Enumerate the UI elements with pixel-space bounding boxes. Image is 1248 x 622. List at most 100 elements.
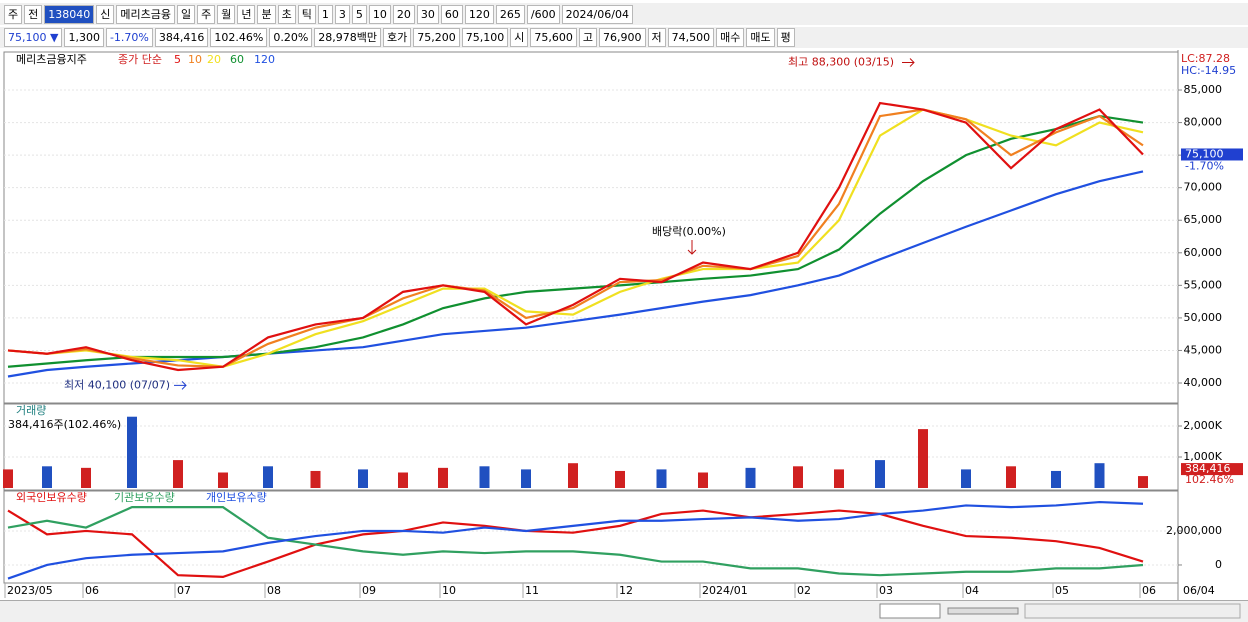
toolbar-item[interactable]: 초 xyxy=(277,4,296,24)
y-tick-label: 0 xyxy=(1215,558,1222,571)
chart: 40,000 45,000 50,000 55,000 60,000 65,000 70,0… xyxy=(0,50,1248,600)
change-label: -1.70% xyxy=(1185,159,1224,172)
toolbar-item[interactable]: 3 xyxy=(334,4,350,24)
y-tick-label: 1,000K xyxy=(1183,450,1222,463)
y-tick-label: 60,000 xyxy=(1184,246,1223,259)
price-label: 75,100 xyxy=(1185,147,1224,160)
y-tick-label: 45,000 xyxy=(1184,343,1223,356)
quote-item[interactable]: 평 xyxy=(776,28,795,47)
volume-bar xyxy=(918,429,928,488)
x-tick-label: 11 xyxy=(525,584,539,597)
quote-item[interactable]: 74,500 xyxy=(667,28,715,47)
legend-entry: 120 xyxy=(254,53,275,66)
x-tick-label: 02 xyxy=(797,584,811,597)
x-tick-label: 06 xyxy=(85,584,99,597)
toolbar-item[interactable]: 20 xyxy=(392,4,415,24)
volume-label: 384,416 xyxy=(1185,462,1231,475)
x-end-label: 06/04 xyxy=(1183,584,1215,597)
quote-item[interactable]: 75,600 xyxy=(530,28,577,47)
volume-bar xyxy=(42,466,52,488)
legend-entry: 기관보유수량 xyxy=(114,491,175,504)
x-tick-label: 05 xyxy=(1055,584,1069,597)
quote-item[interactable]: 고 xyxy=(578,28,598,47)
legend-entry: 20 xyxy=(207,53,221,66)
quote-item[interactable]: 매도 xyxy=(746,28,775,47)
toolbar-item[interactable]: 30 xyxy=(416,4,439,24)
x-tick-label: 2024/01 xyxy=(702,584,748,597)
toolbar-item[interactable]: /600 xyxy=(526,4,560,24)
quote-item[interactable]: 매수 xyxy=(716,28,745,47)
toolbar-item[interactable]: 메리츠금융 xyxy=(116,4,175,24)
quote-item[interactable]: 저 xyxy=(647,28,666,47)
series-line xyxy=(7,101,1144,372)
volume-bar xyxy=(1051,470,1061,488)
toolbar-item[interactable]: 분 xyxy=(257,4,276,24)
high-annotation: 최고 88,300 (03/15) xyxy=(788,56,894,69)
volume-bar xyxy=(1138,476,1148,488)
legend-entry: 개인보유수량 xyxy=(206,491,267,504)
toolbar-item[interactable]: 일 xyxy=(176,4,196,24)
volume-bar xyxy=(656,469,667,488)
quote-item[interactable]: -1.70% xyxy=(105,28,153,47)
side-label: HC:-14.95 xyxy=(1181,64,1236,77)
y-tick-label: 70,000 xyxy=(1184,181,1223,194)
low-arrow xyxy=(174,381,187,390)
volume-bar xyxy=(127,416,137,488)
toolbar-item[interactable]: 120 xyxy=(464,4,494,24)
volume-bar xyxy=(263,466,273,488)
quote-item[interactable]: 75,100 ▼ xyxy=(4,28,63,47)
volume-bar xyxy=(698,472,708,488)
volume-bar xyxy=(81,467,91,488)
toolbar-item[interactable]: 월 xyxy=(217,4,236,24)
toolbar-item[interactable]: 5 xyxy=(351,4,367,24)
quote-item[interactable]: 28,978백만 xyxy=(314,28,382,47)
quote-item[interactable]: 76,900 xyxy=(599,28,646,47)
event-arrow xyxy=(687,240,697,255)
toolbar-item[interactable]: 년 xyxy=(237,4,256,24)
toolbar-item[interactable]: 틱 xyxy=(297,4,316,24)
legend-label: 종가 단순 xyxy=(118,53,162,66)
legend-entry: 외국인보유수량 xyxy=(16,491,87,504)
series-line xyxy=(7,108,1144,368)
toolbar-item[interactable]: 1 xyxy=(317,4,333,24)
toolbar-item[interactable]: 138040 xyxy=(44,4,95,24)
y-tick-label: 50,000 xyxy=(1184,311,1223,324)
scrollbar[interactable] xyxy=(947,607,1019,615)
bottom-toolbar xyxy=(0,600,1248,622)
volume-bar xyxy=(568,463,578,488)
y-tick-label: 65,000 xyxy=(1184,213,1223,226)
quote-item[interactable]: 시 xyxy=(510,28,529,47)
side-label: LC:87.28 xyxy=(1181,52,1230,65)
quote-item[interactable]: 102.46% xyxy=(210,28,268,47)
toolbar-item[interactable]: 2024/06/04 xyxy=(561,4,633,24)
y-tick-label: 55,000 xyxy=(1184,278,1223,291)
quote-item[interactable]: 75,100 xyxy=(461,28,509,47)
y-tick-label: 2,000K xyxy=(1183,419,1222,432)
x-tick-label: 12 xyxy=(619,584,633,597)
quote-item[interactable]: 75,200 xyxy=(413,28,460,47)
volume-bar xyxy=(1094,463,1105,488)
quote-item[interactable]: 1,300 xyxy=(64,28,104,47)
x-tick-label: 09 xyxy=(362,584,376,597)
volume-bar xyxy=(961,469,971,488)
quote-item[interactable]: 384,416 xyxy=(154,28,209,47)
tool-icons[interactable] xyxy=(1024,603,1241,619)
x-tick-label: 06 xyxy=(1142,584,1156,597)
y-tick-label: 40,000 xyxy=(1184,376,1223,389)
toolbar-item[interactable]: 주 xyxy=(4,4,23,24)
toolbar-item[interactable]: 전 xyxy=(24,4,43,24)
volume-bar xyxy=(310,470,321,488)
quote-item[interactable]: 호가 xyxy=(383,28,412,47)
toolbar-item[interactable]: 265 xyxy=(495,4,525,24)
x-tick-label: 04 xyxy=(965,584,979,597)
toolbar-item[interactable]: 주 xyxy=(197,4,216,24)
quote-item[interactable]: 0.20% xyxy=(269,28,313,47)
volume-bar xyxy=(745,467,756,488)
nav-buttons[interactable] xyxy=(879,603,941,619)
x-tick-label: 10 xyxy=(442,584,456,597)
toolbar-item[interactable]: 10 xyxy=(368,4,391,24)
toolbar-item[interactable]: 60 xyxy=(440,4,463,24)
series-line xyxy=(7,170,1144,378)
toolbar-item[interactable]: 신 xyxy=(96,4,115,24)
